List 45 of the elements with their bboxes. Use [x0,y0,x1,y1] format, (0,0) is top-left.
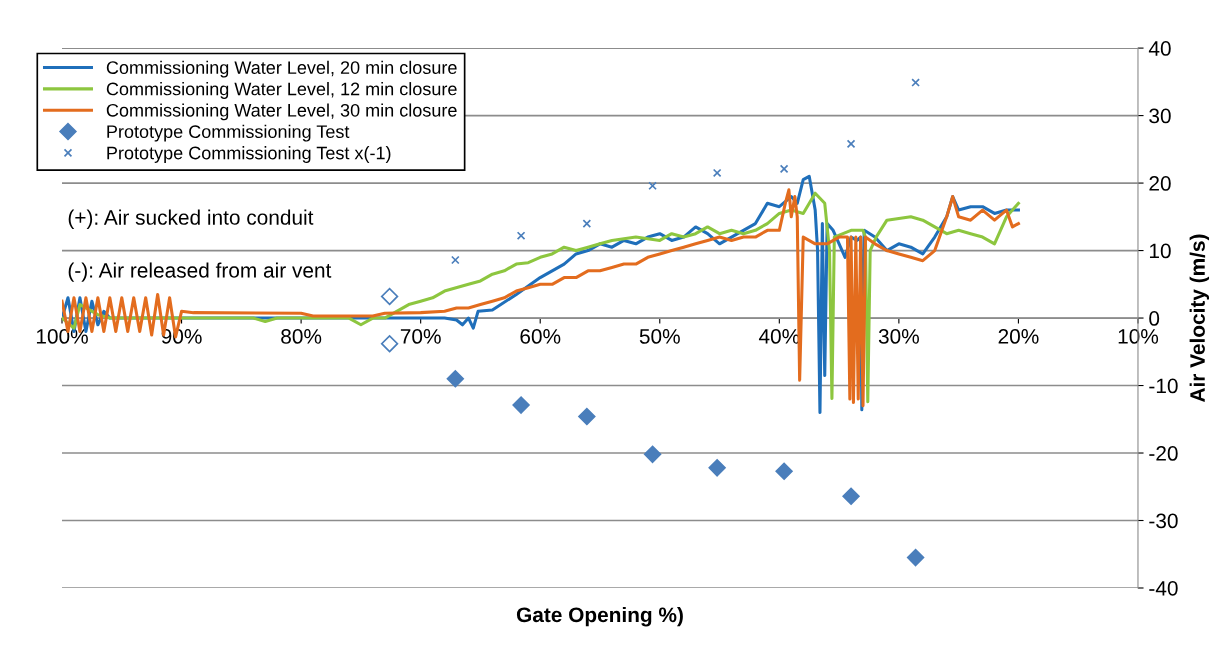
x-tick-label: 70% [400,329,441,344]
point [380,287,399,306]
x-tick-label: 80% [281,329,322,344]
x-tick-label: 100% [36,329,88,344]
y-tick-label: -10 [1149,378,1178,394]
point [648,181,657,191]
legend-label: Commissioning Water Level, 20 min closure [106,60,457,78]
x-tick-label: 60% [520,329,561,344]
x-tick-label: 20% [998,329,1039,344]
point [446,370,465,388]
y-tick-label: 40 [1148,41,1171,56]
point [516,231,526,241]
annotation: (-): Air released from air vent [68,262,332,282]
point [712,168,722,178]
point [779,164,789,174]
y-tick-label: 20 [1149,176,1171,191]
point [708,459,726,477]
y-axis-title: Air Velocity (m/s) [1189,234,1210,403]
legend-label: Prototype Commissioning Test x(-1) [107,146,391,163]
legend-label: Commissioning Water Level, 30 min closure [106,103,457,121]
point [842,487,860,505]
y-tick-label: 0 [1149,311,1160,326]
y-tick-label: -20 [1149,446,1178,461]
point [775,462,793,480]
x-tick-label: 10% [1118,329,1159,344]
y-tick-label: 10 [1149,243,1171,259]
point [582,219,592,228]
point [906,548,925,567]
y-tick-label: -30 [1149,513,1178,529]
point [380,334,399,353]
point [643,445,662,464]
point [578,407,596,426]
y-tick-label: 30 [1149,108,1171,124]
legend-label: Commissioning Water Level, 12 min closure [106,82,457,99]
point [911,78,920,87]
point [451,255,460,265]
point [846,139,856,149]
x-tick-label: 30% [878,329,919,344]
x-tick-label: 40% [758,329,800,344]
y-tick-label: -40 [1149,580,1178,596]
legend-label: Prototype Commissioning Test [107,124,350,142]
point [512,396,530,414]
x-axis-title: Gate Opening %) [516,606,683,627]
annotation: (+): Air sucked into conduit [68,209,314,229]
x-tick-label: 50% [639,329,680,344]
